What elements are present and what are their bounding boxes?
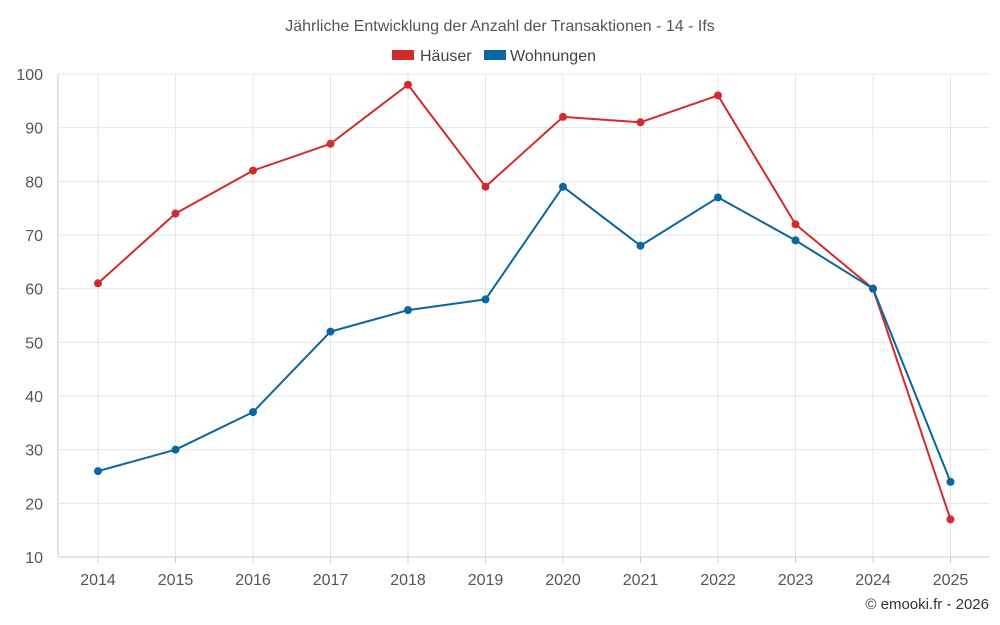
y-tick-label: 90 [25, 121, 43, 138]
x-tick-label: 2014 [80, 572, 116, 589]
x-tick-label: 2020 [545, 572, 581, 589]
data-point-haeuser[interactable] [326, 139, 335, 148]
legend-swatch [484, 50, 506, 60]
x-tick-label: 2023 [778, 572, 814, 589]
data-point-wohnungen[interactable] [869, 284, 877, 293]
legend-label: Häuser [420, 48, 472, 65]
data-point-haeuser[interactable] [559, 112, 567, 121]
y-tick-label: 30 [25, 443, 43, 460]
x-tick-label: 2025 [933, 572, 969, 589]
x-tick-label: 2022 [700, 572, 736, 589]
x-tick-label: 2019 [468, 572, 504, 589]
data-point-haeuser[interactable] [481, 182, 490, 191]
legend-swatch [392, 50, 414, 60]
series-wohnungen [94, 182, 955, 486]
series-line-wohnungen[interactable] [97, 185, 952, 483]
y-tick-label: 50 [25, 335, 43, 352]
legend-item-haeuser[interactable]: Häuser [392, 48, 472, 65]
x-tick-label: 2016 [235, 572, 271, 589]
y-tick-label: 100 [16, 67, 43, 84]
data-point-wohnungen[interactable] [714, 193, 722, 202]
grid [58, 73, 990, 558]
data-point-wohnungen[interactable] [171, 445, 180, 454]
data-point-wohnungen[interactable] [636, 241, 645, 250]
y-tick-label: 60 [25, 282, 43, 299]
axes: 10 20 30 40 50 60 70 80 90 100 2014 2015 2016 2017 201… [16, 67, 990, 589]
data-point-wohnungen[interactable] [946, 477, 955, 486]
legend: Häuser Wohnungen [392, 48, 596, 65]
data-point-wohnungen[interactable] [249, 408, 257, 417]
data-point-wohnungen[interactable] [404, 306, 412, 315]
y-tick-label: 10 [25, 550, 43, 567]
data-point-wohnungen[interactable] [559, 182, 567, 191]
data-point-wohnungen[interactable] [481, 295, 490, 304]
y-tick-label: 20 [25, 496, 43, 513]
copyright-text: © emooki.fr - 2026 [865, 596, 989, 613]
x-tick-label: 2017 [313, 572, 349, 589]
data-point-haeuser[interactable] [791, 220, 800, 229]
data-point-haeuser[interactable] [714, 91, 722, 100]
data-point-wohnungen[interactable] [326, 327, 335, 336]
data-point-haeuser[interactable] [946, 515, 955, 524]
data-point-haeuser[interactable] [636, 118, 645, 127]
data-point-haeuser[interactable] [249, 166, 257, 175]
series-haeuser [94, 80, 955, 524]
y-tick-label: 80 [25, 174, 43, 191]
legend-label: Wohnungen [510, 48, 596, 65]
series-layer [94, 80, 955, 524]
legend-item-wohnungen[interactable]: Wohnungen [484, 48, 596, 65]
data-point-haeuser[interactable] [404, 80, 412, 89]
data-point-haeuser[interactable] [171, 209, 180, 218]
data-point-wohnungen[interactable] [791, 236, 800, 245]
chart-title: Jährliche Entwicklung der Anzahl der Tra… [285, 18, 715, 35]
y-tick-label: 40 [25, 389, 43, 406]
data-point-haeuser[interactable] [94, 279, 102, 288]
x-tick-label: 2018 [390, 572, 426, 589]
data-point-wohnungen[interactable] [94, 467, 102, 476]
x-tick-label: 2015 [158, 572, 194, 589]
series-line-haeuser[interactable] [97, 83, 952, 520]
y-tick-label: 70 [25, 228, 43, 245]
x-tick-label: 2021 [623, 572, 659, 589]
x-tick-label: 2024 [855, 572, 891, 589]
